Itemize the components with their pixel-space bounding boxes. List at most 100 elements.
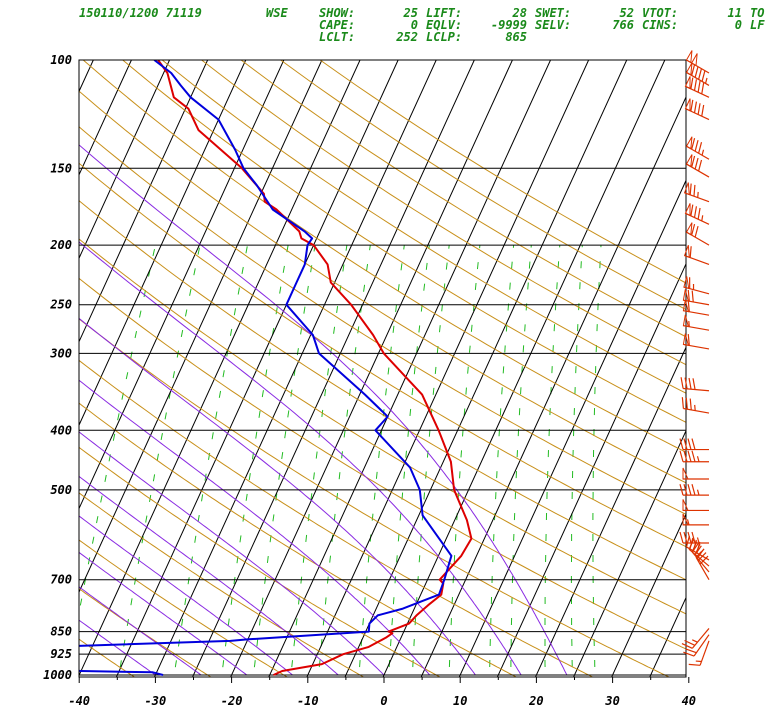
index-cell: LIFT: [426, 6, 462, 20]
isotherm-line [192, 60, 475, 677]
temperature-tick-label: 30 [604, 694, 619, 708]
index-cell: 865 [505, 30, 527, 44]
wind-barb [685, 62, 710, 86]
pressure-tick-label: 925 [50, 647, 72, 661]
index-cell: CAPE: [319, 18, 355, 32]
dry-adiabat-line [79, 539, 289, 677]
isotherm-line [79, 60, 170, 260]
index-cell: LCLT: [319, 30, 355, 44]
index-cell: 766 [612, 18, 634, 32]
pressure-tick-label: 850 [50, 625, 72, 639]
mixing-ratio-line [448, 245, 481, 677]
wind-barb [681, 397, 710, 414]
dry-adiabat-line [79, 446, 441, 677]
index-cell: LF [750, 18, 765, 32]
mixing-ratio-lines [79, 244, 602, 677]
dry-adiabat-line [79, 588, 212, 677]
isotherm-line [79, 60, 209, 343]
plot-frame [78, 59, 687, 678]
pressure-tick-label: 150 [50, 161, 72, 175]
wind-barb [684, 98, 710, 121]
wind-barb [679, 450, 709, 463]
wind-barb [682, 467, 709, 480]
pressure-tick-label: 250 [49, 298, 72, 312]
wind-barb [680, 377, 710, 392]
index-cell: 11 [728, 6, 742, 20]
pressure-tick-label: 200 [49, 238, 72, 252]
mixing-ratio-line [173, 245, 248, 677]
index-cell: 52 [620, 6, 634, 20]
index-cell: -9999 [491, 18, 527, 32]
sounding-header: 150110/1200 71119 WSE SHOW: 25 LIFT: 28 SWET… [79, 6, 765, 44]
pressure-tick-label: 300 [49, 346, 72, 360]
temperature-tick-label: 0 [380, 694, 387, 708]
isotherm-line [79, 60, 247, 427]
temperature-axis: -40 -30 -20 -10 0 10 20 30 40 [68, 677, 696, 708]
wind-barb [679, 531, 709, 544]
moist-adiabat-line [79, 619, 156, 676]
wind-barb [683, 182, 710, 203]
wind-barb [684, 76, 710, 98]
mixing-ratio-line [388, 245, 430, 677]
pressure-tick-label: 400 [50, 423, 72, 437]
wind-barb [685, 154, 710, 178]
dry-adiabat-line [79, 90, 686, 484]
moist-adiabat-line [79, 586, 202, 676]
wind-barb [682, 314, 710, 331]
dry-adiabat-line [240, 60, 686, 338]
pressure-tick-label: 500 [50, 483, 72, 497]
dry-adiabat-line [0, 60, 74, 688]
dry-adiabat-line [79, 318, 671, 677]
isotherm-line [534, 346, 686, 677]
plot-area [0, 60, 771, 688]
wind-barb [679, 438, 709, 451]
dry-adiabat-line [79, 126, 686, 515]
wind-barb [685, 222, 710, 246]
wind-barb [682, 499, 709, 512]
index-cell: VTOT: [642, 6, 678, 20]
station-id: WSE [266, 6, 288, 20]
isotherm-line [496, 262, 686, 677]
pressure-tick-label: 100 [50, 53, 72, 67]
mixing-ratio-line [489, 245, 515, 677]
temperature-tick-label: 20 [528, 694, 543, 708]
wind-barb [682, 333, 710, 350]
mixing-ratio-line [220, 245, 289, 677]
pressure-axis: 100 150 200 250 300 400 500 700 850 925 1000 [43, 53, 72, 682]
sounding-profiles [79, 60, 473, 676]
isotherm-line [230, 60, 513, 677]
isotherm-line [683, 60, 771, 688]
wind-barb [679, 483, 709, 496]
mixing-ratio-line [290, 245, 348, 677]
index-cell: 25 [403, 6, 418, 20]
wind-barb [695, 548, 710, 581]
index-cell: SHOW: [319, 6, 355, 20]
pressure-tick-label: 700 [50, 573, 72, 587]
index-cell: SWET: [535, 6, 571, 20]
index-cell: EQLV: [426, 18, 462, 32]
isotherm-line [153, 60, 437, 677]
isotherm-line [79, 60, 323, 594]
isotherm-line [382, 60, 666, 677]
wind-barb [685, 136, 710, 160]
dry-adiabat-line [161, 60, 686, 394]
index-cell: 28 [512, 6, 527, 20]
mixing-ratio-line [118, 244, 201, 677]
temperature-tick-label: -40 [68, 694, 90, 708]
wind-barb [683, 634, 710, 657]
mixing-ratio-line [570, 245, 583, 677]
wind-barb [682, 289, 710, 306]
dry-adiabat-line [79, 277, 686, 650]
dry-adiabat-line [82, 60, 686, 453]
index-cell: SELV: [535, 18, 571, 32]
index-cell: LCLP: [426, 30, 462, 44]
isotherm-line [79, 60, 285, 510]
isotherm-line [306, 60, 590, 677]
wind-barb [684, 203, 710, 225]
index-cell: 0 [735, 18, 742, 32]
pressure-tick-label: 1000 [43, 668, 72, 682]
moist-adiabat-line [79, 551, 248, 676]
temperature-tick-label: -20 [221, 694, 243, 708]
isotherm-lines [79, 60, 771, 688]
